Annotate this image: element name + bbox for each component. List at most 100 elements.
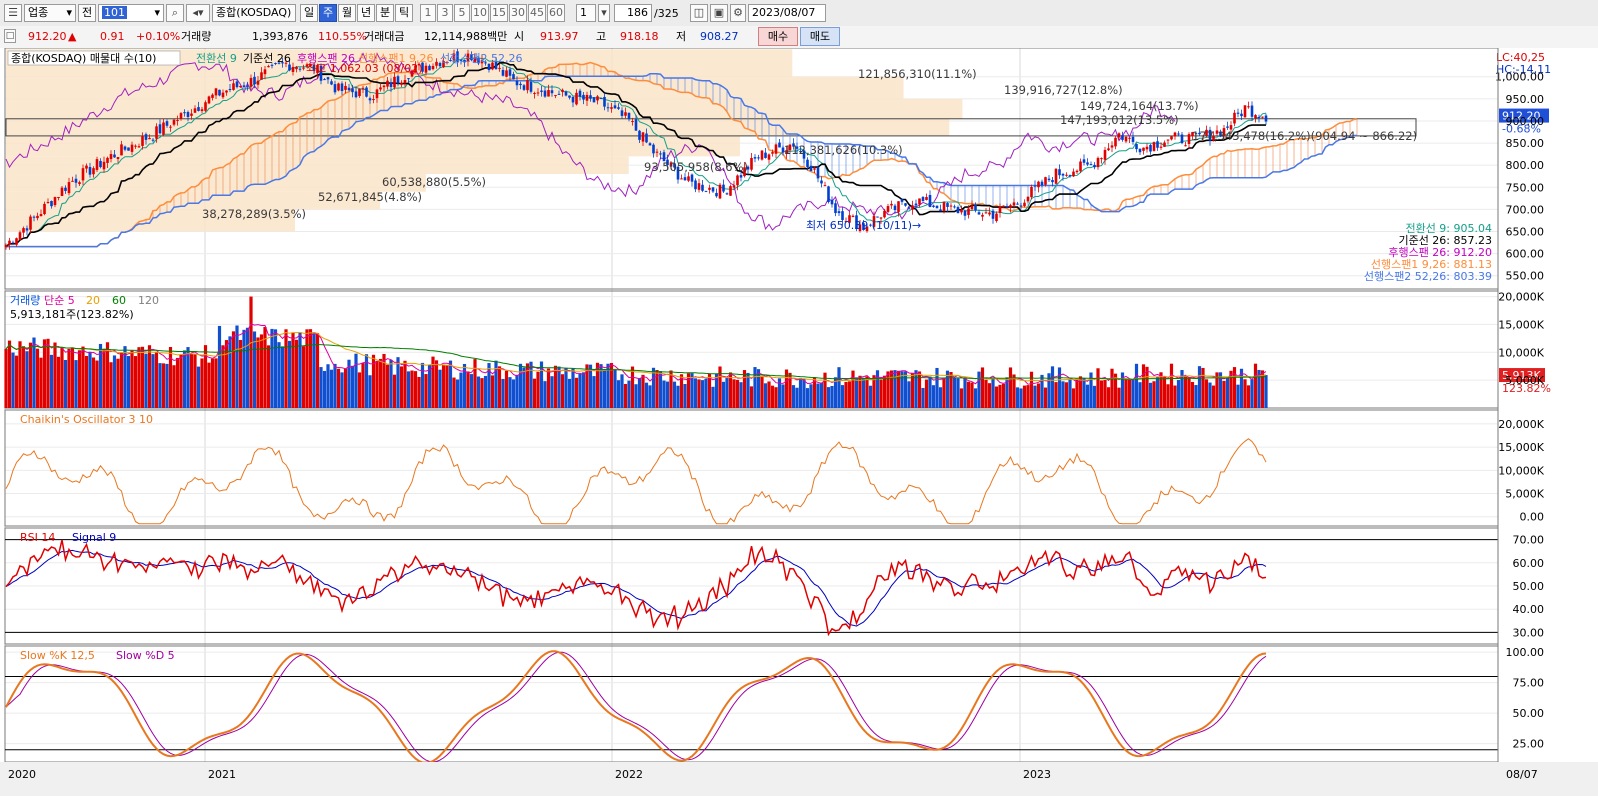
volume-bar <box>662 380 666 408</box>
candle-body <box>921 197 925 202</box>
volume-bar <box>224 340 229 408</box>
sound-icon[interactable]: ◂▾ <box>186 4 210 22</box>
window-menu-icon[interactable]: ☰ <box>4 4 22 22</box>
ichimoku-legend-item: 후행스팬 26 <box>297 52 355 65</box>
candle-body <box>386 80 389 87</box>
candle-body <box>494 61 498 70</box>
sto-tick-label: 100.00 <box>1506 646 1545 659</box>
candle-body <box>22 228 25 233</box>
volume-bar <box>53 342 57 408</box>
volume-bar <box>567 378 572 408</box>
candle-body <box>760 150 764 160</box>
search-icon[interactable]: ⌕ <box>166 4 184 22</box>
volume-bar <box>1085 384 1090 408</box>
chart-tools-icon[interactable]: ◫ <box>690 4 708 22</box>
volume-bar <box>917 371 922 408</box>
volume-bar <box>189 353 194 408</box>
interval-button[interactable]: 10 <box>471 4 489 22</box>
buy-button[interactable]: 매수 <box>758 27 798 46</box>
rsi-tick-label: 50.00 <box>1513 580 1545 593</box>
volume-bar <box>28 342 33 408</box>
period-tab[interactable]: 주 <box>319 4 337 22</box>
volume-bar <box>774 387 778 408</box>
volume-bar <box>893 370 897 408</box>
count-input[interactable]: 186 <box>614 4 652 22</box>
volume-bar <box>826 387 831 408</box>
chevron-down-icon: ▾ <box>66 6 72 19</box>
volume-bar <box>84 355 89 408</box>
volume-bar <box>238 339 243 408</box>
volume-bar <box>361 363 365 408</box>
period-tab[interactable]: 년 <box>357 4 375 22</box>
rsi-tick-label: 30.00 <box>1513 626 1545 639</box>
candle-body <box>92 168 95 175</box>
candle-body <box>1047 178 1051 181</box>
candle-body <box>659 153 662 155</box>
prev-button[interactable]: 전 <box>78 4 96 22</box>
volume-bar <box>539 361 544 408</box>
period-tab[interactable]: 일 <box>300 4 318 22</box>
candle-body <box>743 167 746 177</box>
volume-legend-item: 120 <box>138 294 159 307</box>
volume-bar <box>991 378 995 408</box>
volume-bar <box>956 378 960 408</box>
volume-bar <box>777 378 782 408</box>
candle-body <box>1180 134 1184 144</box>
candle-body <box>148 138 151 140</box>
interval-button[interactable]: 60 <box>547 4 565 22</box>
sell-button[interactable]: 매도 <box>800 27 840 46</box>
candle-body <box>1082 159 1086 163</box>
candle-body <box>151 139 155 141</box>
volume-bar <box>935 367 939 408</box>
period-tab[interactable]: 월 <box>338 4 356 22</box>
volume-bar <box>700 380 705 408</box>
pct-tag: -0.68% <box>1502 123 1541 136</box>
period-tab[interactable]: 틱 <box>395 4 413 22</box>
volume-bar <box>420 362 425 408</box>
code-input[interactable]: 101 ▾ <box>98 4 164 22</box>
ichimoku-legend-item: 선행스팬1 9,26 <box>358 52 433 65</box>
rsi-tick-label: 70.00 <box>1513 534 1545 547</box>
volume-bar <box>494 360 498 408</box>
multiplier-input[interactable]: 1 <box>576 4 596 22</box>
volume-bar <box>298 332 302 408</box>
date-input[interactable]: 2023/08/07 ▦ <box>748 4 826 22</box>
market-select[interactable]: 업종 ▾ <box>24 4 76 22</box>
interval-button[interactable]: 3 <box>437 4 453 22</box>
volume-bar <box>1029 371 1034 408</box>
volume-bar <box>525 363 530 408</box>
candle-body <box>365 87 368 97</box>
candle-body <box>1257 117 1261 119</box>
toggle-icon[interactable]: □ <box>4 29 16 43</box>
candle-body <box>225 90 228 93</box>
volume-bar <box>42 339 47 408</box>
volume-bar <box>746 372 750 408</box>
volume-bar <box>140 346 145 408</box>
volume-bar <box>312 332 316 408</box>
candle-body <box>1166 139 1170 141</box>
candle-body <box>25 228 29 231</box>
chevron-down-icon[interactable]: ▾ <box>598 4 610 22</box>
candle-body <box>1058 169 1061 176</box>
volume-legend-item: 단순 5 <box>44 294 75 307</box>
candle-body <box>1037 181 1040 188</box>
interval-button[interactable]: 5 <box>454 4 470 22</box>
interval-button[interactable]: 30 <box>509 4 527 22</box>
period-tab[interactable]: 분 <box>376 4 394 22</box>
gear-icon[interactable]: ⚙ <box>730 4 746 22</box>
candle-body <box>753 157 757 159</box>
volume-bar <box>613 368 617 408</box>
chart-area[interactable]: 종합(KOSDAQ) 매물대 수(10) 전환선 9 기준선 26 후행스팬 26 선행… <box>0 48 1598 796</box>
interval-button[interactable]: 1 <box>420 4 436 22</box>
interval-button[interactable]: 15 <box>490 4 508 22</box>
candle-body <box>907 207 911 209</box>
interval-button[interactable]: 45 <box>528 4 546 22</box>
volume-bar <box>532 378 537 408</box>
save-icon[interactable]: ▣ <box>710 4 728 22</box>
ichimoku-value-label: 기준선 26: 857.23 <box>1398 234 1492 247</box>
volume-bar <box>900 371 904 408</box>
candle-body <box>46 202 50 204</box>
candle-body <box>634 119 638 131</box>
instrument-name: 종합(KOSDAQ) <box>212 4 296 22</box>
